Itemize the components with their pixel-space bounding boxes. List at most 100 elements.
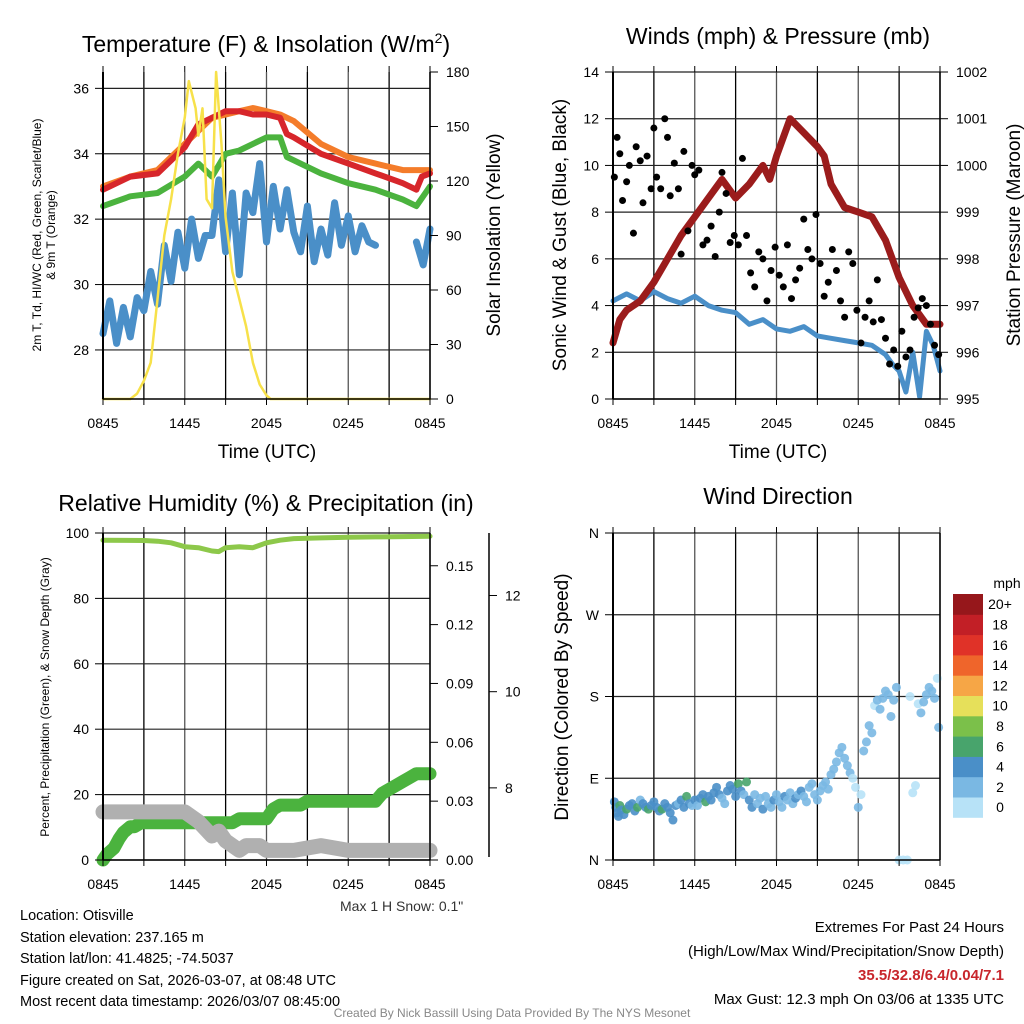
gust-point [779, 283, 787, 291]
gust-point [877, 316, 885, 324]
gust-point [906, 346, 914, 354]
gust-point [812, 210, 820, 218]
y-tick-label: 20 [73, 787, 89, 803]
series-sonic-wind [610, 289, 943, 400]
colorbar-label: 4 [996, 759, 1004, 775]
gust-point [629, 229, 637, 237]
wind-direction-point [739, 790, 749, 800]
gust-point [882, 334, 889, 342]
gust-point [910, 313, 918, 321]
y2-tick-label: 0.09 [446, 675, 473, 691]
wind-direction-point [758, 804, 768, 814]
wind-direction-point [840, 753, 850, 763]
temperature-chart-title: Temperature (F) & Insolation (W/m2) [82, 30, 450, 57]
gust-point [734, 241, 742, 249]
colorbar-label: 14 [992, 657, 1008, 673]
y2-tick-label: 180 [446, 64, 470, 80]
wind-direction-point [905, 692, 915, 701]
x-tick-label: 1445 [679, 876, 710, 892]
colorbar-label: 6 [996, 738, 1004, 754]
gust-point [845, 248, 853, 256]
wind-direction-point [682, 791, 692, 801]
gust-point [922, 302, 930, 310]
gust-point [861, 313, 869, 321]
wind-direction-point [772, 790, 781, 800]
gust-point [722, 189, 730, 197]
y2-tick-label: 1002 [956, 64, 987, 80]
gust-point [841, 313, 849, 321]
wind-direction-point [733, 779, 743, 789]
gust-point [824, 278, 832, 286]
x-tick-label: 0845 [924, 876, 955, 892]
y-tick-label: 60 [73, 656, 89, 672]
wind-direction-point [891, 682, 901, 692]
x-tick-label: 0845 [924, 415, 955, 431]
gust-point [747, 269, 755, 277]
x-tick-label: 0245 [333, 876, 364, 892]
extremes-subtitle: (High/Low/Max Wind/Precipitation/Snow De… [688, 943, 1004, 960]
recent-timestamp-text: Most recent data timestamp: 2026/03/07 0… [20, 994, 341, 1010]
wind-direction-point [910, 781, 920, 791]
insolation-ylabel: Solar Insolation (Yellow) [484, 133, 505, 336]
gust-point [902, 353, 910, 361]
x-tick-label: 2045 [251, 876, 282, 892]
series-snow-depth [95, 804, 438, 858]
gust-point [763, 297, 771, 305]
y2-tick-label: 0.00 [446, 852, 473, 868]
x-tick-label: 0245 [843, 415, 874, 431]
y-tick-label: 8 [591, 204, 599, 220]
wind-direction-point [837, 742, 847, 752]
gust-point [661, 115, 669, 123]
gust-point [857, 339, 865, 347]
gust-point [707, 222, 715, 230]
temperature-ylabel-line1: 2m T, Td, HI/WC (Red, Green, Scarlet/Blu… [30, 119, 44, 352]
y-tick-label: 40 [73, 721, 89, 737]
gust-point [639, 199, 647, 207]
wind-direction-point [706, 795, 716, 805]
temperature-chart: Temperature (F) & Insolation (W/m2) 0845… [30, 30, 505, 463]
y2-tick-label: 0.12 [446, 617, 473, 633]
credit-text: Created By Nick Bassill Using Data Provi… [333, 1006, 691, 1020]
wind-direction-point [742, 777, 752, 787]
gust-point [610, 173, 618, 181]
series-hi-wc [99, 160, 434, 347]
wind-direction-point [919, 697, 929, 707]
gust-point [898, 327, 906, 335]
colorbar-label: 18 [992, 616, 1008, 632]
colorbar-label: 16 [992, 637, 1008, 653]
series-pressure [609, 115, 944, 347]
y-tick-label: 100 [66, 525, 90, 541]
gust-point [869, 318, 877, 326]
y-tick-label: 2 [591, 344, 599, 360]
y2-tick-label: 998 [956, 251, 980, 267]
wind-direction-point [744, 795, 754, 805]
colorbar-swatch [953, 756, 983, 778]
x-tick-label: 0845 [414, 415, 445, 431]
wind-xlabel: Time (UTC) [729, 442, 828, 463]
y2-tick-label: 30 [446, 337, 462, 353]
y-tick-label: N [589, 852, 599, 868]
gust-point [865, 297, 873, 305]
wind-direction-point [875, 704, 885, 714]
wind-direction-point [856, 790, 866, 800]
y3-tick-label: 8 [505, 780, 513, 796]
y2-tick-label: 120 [446, 173, 470, 189]
gust-point [691, 171, 699, 179]
colorbar-swatch [953, 634, 983, 656]
colorbar-label: 20+ [988, 596, 1012, 612]
colorbar-swatch [953, 614, 983, 636]
colorbar-label: 0 [996, 799, 1004, 815]
extremes-title: Extremes For Past 24 Hours [814, 919, 1004, 936]
series-precipitation [96, 767, 437, 867]
wind-direction-point [777, 802, 787, 812]
colorbar-label: 2 [996, 779, 1004, 795]
x-tick-label: 0245 [333, 415, 364, 431]
gust-point [804, 246, 812, 254]
extremes-values: 35.5/32.8/6.4/0.04/7.1 [858, 967, 1004, 984]
x-tick-label: 0845 [87, 415, 118, 431]
colorbar-swatch [953, 695, 983, 717]
wind-direction-point [829, 764, 839, 774]
humidity-ylabel: Percent, Precipitation (Green), & Snow D… [38, 557, 52, 836]
direction-ylabel: Direction (Colored By Speed) [552, 573, 573, 820]
